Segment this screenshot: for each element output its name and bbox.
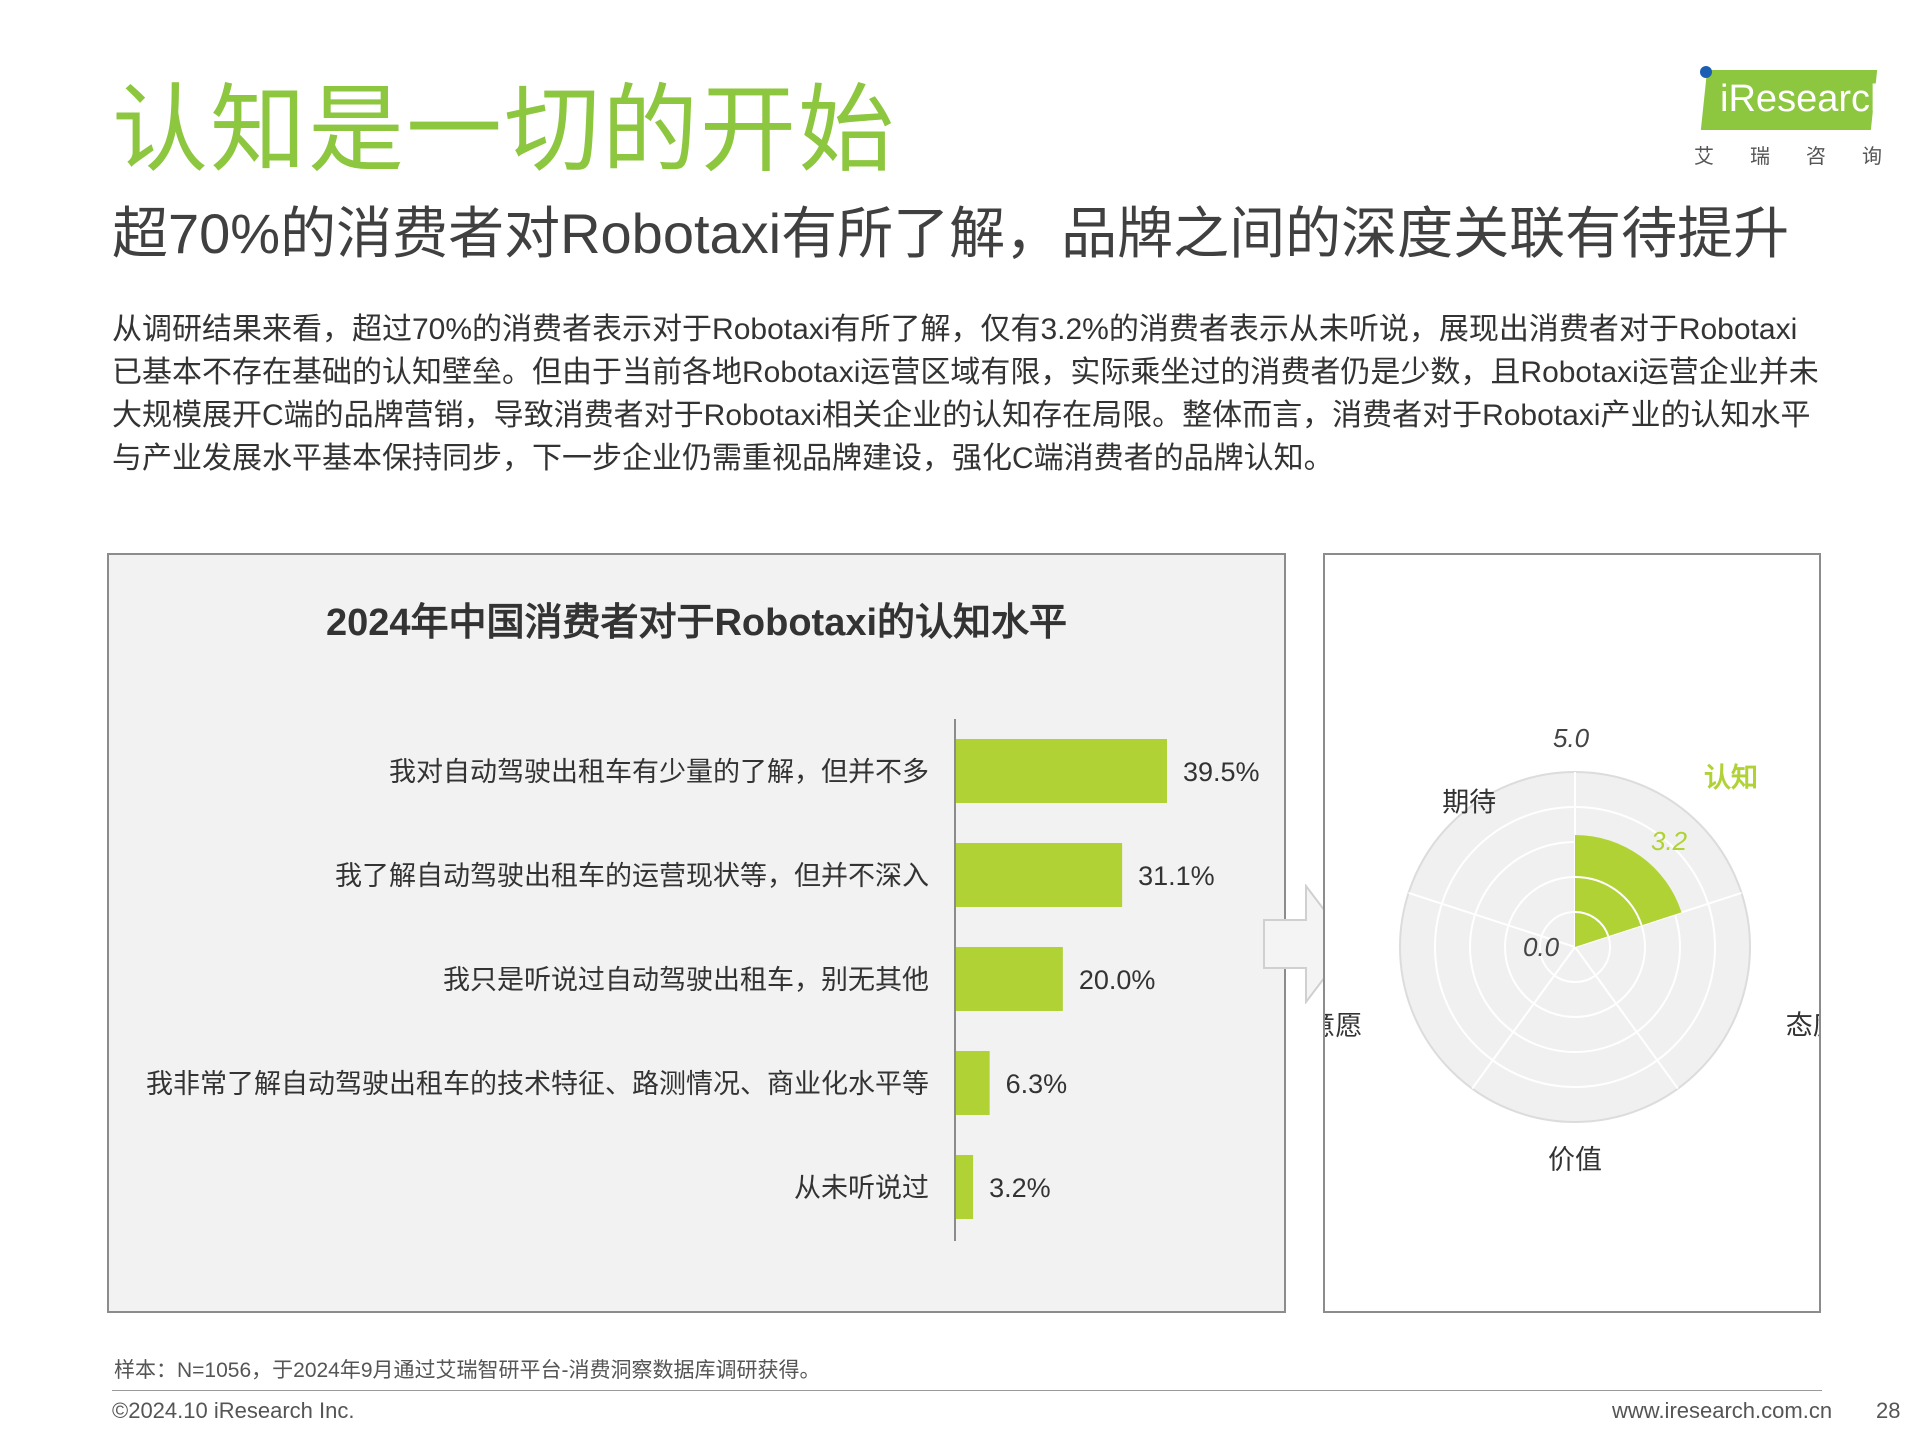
- logo-wordmark-badge: iResearch: [1700, 70, 1891, 130]
- radar-min-label: 0.0: [1523, 932, 1560, 962]
- bar: [956, 1051, 990, 1115]
- bar-value-label: 6.3%: [1006, 1069, 1068, 1099]
- bar-chart: 我对自动驾驶出租车有少量的了解，但并不多 39.5% 我了解自动驾驶出租车的运营现状…: [146, 719, 1260, 1241]
- bar-value-label: 39.5%: [1183, 757, 1260, 787]
- radar-chart: 3.2 5.0 0.0 认知态度价值 意愿 期待: [1325, 723, 1819, 1175]
- radar-axis-label: 态度: [1786, 1010, 1819, 1040]
- footer-divider: [112, 1390, 1822, 1391]
- bar-category-label: 从未听说过: [794, 1173, 929, 1203]
- bar-value-label: 31.1%: [1138, 861, 1215, 891]
- radar-value-wedge: [1575, 835, 1682, 947]
- radar-wedge-grid: [1574, 911, 1610, 937]
- copyright-text: ©2024.10 iResearch Inc.: [112, 1398, 355, 1423]
- radar-max-label: 5.0: [1553, 723, 1590, 753]
- bar: [956, 843, 1123, 907]
- radar-wedge-grid: [1574, 876, 1643, 926]
- radar-value-label: 3.2: [1651, 826, 1688, 856]
- iresearch-logo: iResearch 艾瑞咨询: [1690, 66, 1918, 176]
- bar-value-label: 20.0%: [1079, 965, 1156, 995]
- body-paragraph: 从调研结果来看，超过70%的消费者表示对于Robotaxi有所了解，仅有3.2%…: [112, 313, 1819, 475]
- bar-chart-title: 2024年中国消费者对于Robotaxi的认知水平: [325, 602, 1068, 644]
- bar-category-label: 我对自动驾驶出租车有少量的了解，但并不多: [389, 757, 929, 787]
- sample-footnote: 样本：N=1056，于2024年9月通过艾瑞智研平台-消费洞察数据库调研获得。: [114, 1359, 821, 1382]
- bar-category-label: 我只是听说过自动驾驶出租车，别无其他: [443, 965, 929, 995]
- bar: [956, 1155, 974, 1219]
- radar-grid-spoke: [1471, 946, 1576, 1090]
- logo-subtitle: 艾瑞咨询: [1694, 146, 1918, 168]
- radar-grid-spoke: [1408, 891, 1576, 948]
- page-subtitle: 超70%的消费者对Robotaxi有所了解，品牌之间的深度关联有待提升: [112, 202, 1790, 265]
- bar-value-label: 3.2%: [989, 1173, 1051, 1203]
- page-number: 28: [1876, 1398, 1901, 1423]
- radar-chart-panel: 3.2 5.0 0.0 认知态度价值 意愿 期待: [1323, 553, 1821, 1313]
- bar-chart-panel: 2024年中国消费者对于Robotaxi的认知水平 我对自动驾驶出租车有少量的了…: [107, 553, 1286, 1313]
- radar-axis-label: 期待: [1442, 787, 1496, 817]
- radar-axis-label: 认知: [1704, 763, 1758, 793]
- bar: [956, 947, 1063, 1011]
- website-link[interactable]: www.iresearch.com.cn: [1612, 1398, 1833, 1423]
- bar: [956, 739, 1167, 803]
- radar-axis-label: 意愿: [1325, 1011, 1362, 1041]
- radar-grid-spoke: [1574, 946, 1679, 1090]
- radar-axis-label: 价值: [1548, 1145, 1602, 1175]
- logo-wordmark: iResearch: [1720, 78, 1892, 120]
- bar-category-label: 我非常了解自动驾驶出租车的技术特征、路测情况、商业化水平等: [146, 1069, 929, 1099]
- logo-dot-icon: [1700, 66, 1712, 78]
- page-title: 认知是一切的开始: [112, 77, 896, 184]
- bar-category-label: 我了解自动驾驶出租车的运营现状等，但并不深入: [335, 861, 929, 891]
